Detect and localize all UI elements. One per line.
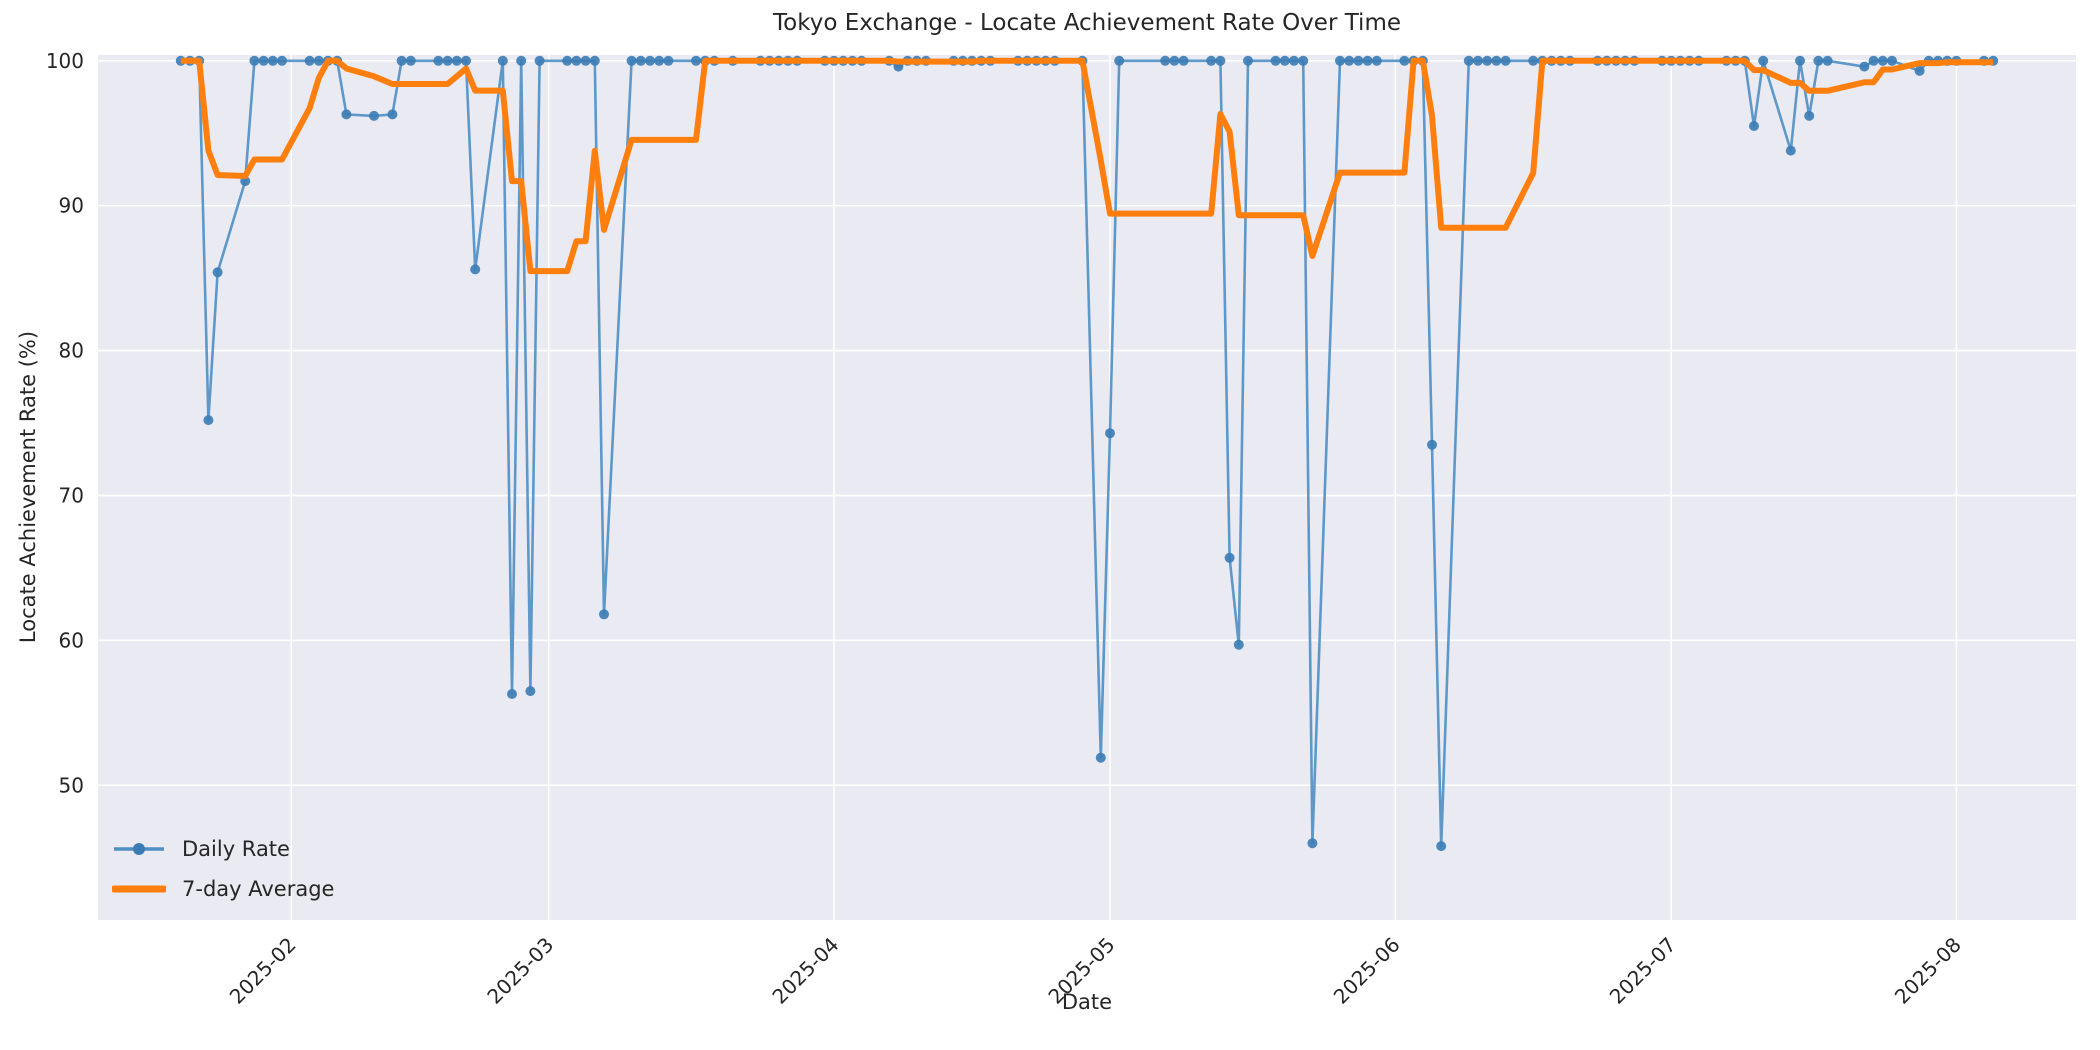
legend-label-7day-average: 7-day Average (182, 877, 335, 901)
y-tick-label: 80 (59, 339, 84, 363)
y-tick-label: 50 (59, 773, 84, 797)
y-tick-label: 90 (59, 194, 84, 218)
seven-day-average-series (180, 57, 1994, 275)
x-axis-label: Date (1061, 990, 1113, 1014)
legend-label-daily-rate: Daily Rate (182, 837, 290, 861)
legend-item-7day-average: 7-day Average (112, 874, 334, 904)
legend: Daily Rate 7-day Average (112, 834, 334, 904)
average-line-icon (112, 885, 166, 893)
daily-rate-line-icon (114, 843, 164, 855)
y-tick-label: 100 (46, 49, 84, 73)
plot-area (98, 55, 2076, 920)
y-tick-label: 70 (59, 483, 84, 507)
legend-item-daily-rate: Daily Rate (112, 834, 334, 864)
chart-title: Tokyo Exchange - Locate Achievement Rate… (773, 10, 1401, 36)
y-axis-label: Locate Achievement Rate (%) (16, 330, 40, 644)
y-tick-label: 60 (59, 628, 84, 652)
